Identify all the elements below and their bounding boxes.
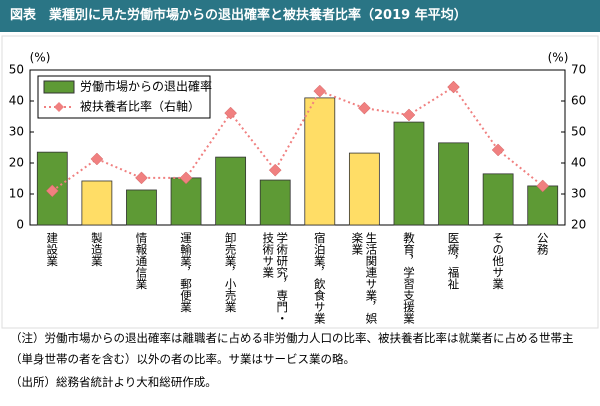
bar [126,189,157,226]
marker [491,143,505,157]
x-tick-label: 公務 [535,232,550,255]
marker [536,179,550,193]
chart-frame [1,35,599,329]
bar [527,185,559,226]
x-tick-label: 生活関連サ業，娯楽業 [350,232,379,324]
bar [304,97,336,226]
x-tick-label: 運輸業，郵便業 [179,232,194,313]
bar [259,179,291,226]
legend-label: 労働市場からの退出確率 [80,79,212,94]
bar [393,121,425,226]
marker [313,84,327,98]
y-axis-label: (%) [30,51,51,65]
y-tick-label: 50 [9,63,24,77]
source: （出所）総務省統計より大和総研作成。 [10,375,217,389]
bar [482,173,514,226]
x-tick-label: 教育，学習支援業 [401,232,416,324]
x-tick-label: 学術研究，専門・技術サ業 [261,232,290,324]
y2-tick-label: 50 [571,125,586,139]
legend-label: 被扶養者比率（右軸） [80,99,200,114]
header-title: 図表 業種別に見た労働市場からの退出確率と被扶養者比率（2019 年平均） [0,0,600,32]
marker [358,101,371,115]
line [51,85,544,192]
note: （注）労働市場からの退出確率は離職者に占める非労働力人口の比率、被扶養者比率は就… [10,331,574,366]
plot-frame [29,69,566,226]
x-tick-label: 宿泊業，飲食サ業 [312,232,327,324]
y2-tick-label: 70 [571,63,586,77]
x-tick-label: 建設業 [45,232,60,267]
marker [224,106,237,120]
y2-tick-label: 20 [571,218,586,232]
x-tick-label: 製造業 [89,232,104,267]
y-tick-label: 40 [9,94,24,108]
marker [135,171,148,185]
y2-tick-label: 30 [571,187,586,201]
bar [215,156,247,226]
x-tick-label: 卸売業，小売業 [223,232,238,313]
y2-tick-label: 60 [571,94,586,108]
marker [45,184,59,198]
x-tick-label: 情報通信業 [134,232,149,290]
marker [402,108,416,122]
marker [90,152,104,166]
bar [348,152,380,226]
x-tick-label: その他サ業 [491,232,506,290]
y2-tick-label: 40 [571,156,586,170]
marker [447,80,460,94]
bar [81,180,113,226]
legend-swatch [43,80,75,94]
x-tick-label: 医療，福祉 [446,232,461,290]
bar [170,177,202,226]
legend-marker [54,102,64,112]
y-tick-label: 10 [9,187,24,201]
marker [179,171,193,185]
bar [438,142,469,226]
y-tick-label: 20 [9,156,24,170]
y-tick-label: 30 [9,125,24,139]
y2-axis-label: (%) [548,51,569,65]
marker [268,163,282,177]
y-tick-label: 0 [16,218,24,232]
